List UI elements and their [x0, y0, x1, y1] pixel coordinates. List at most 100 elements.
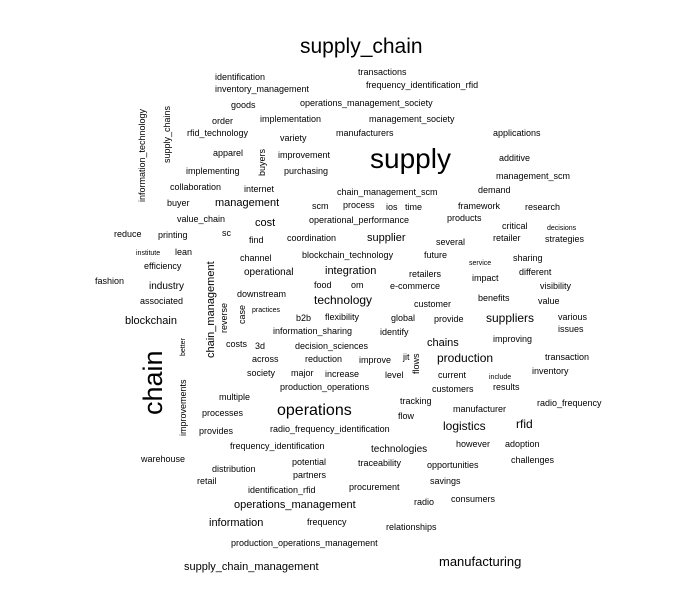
word-information: information [209, 517, 263, 529]
word-current: current [438, 370, 467, 380]
word-research: research [525, 202, 560, 212]
word-processes: processes [202, 408, 244, 418]
word-supply-chains: supply_chains [162, 105, 172, 163]
word-retailers: retailers [409, 269, 442, 279]
word-manufacturer: manufacturer [453, 404, 506, 414]
word-future: future [424, 250, 447, 260]
word-improving: improving [493, 334, 532, 344]
word-inventory-management: inventory_management [215, 84, 310, 94]
word-jit: jit [402, 352, 410, 362]
word-supply-chain-management: supply_chain_management [184, 561, 319, 573]
word-printing: printing [158, 230, 188, 240]
word-variety: variety [280, 133, 307, 143]
word-operations-management-society: operations_management_society [300, 98, 433, 108]
word-manufacturers: manufacturers [336, 128, 394, 138]
word-b2b: b2b [296, 313, 311, 323]
word-transaction: transaction [545, 352, 589, 362]
word-value: value [538, 296, 560, 306]
word-chain-management: chain_management [205, 261, 217, 358]
word-process: process [343, 200, 375, 210]
word-decisions: decisions [547, 225, 577, 232]
word-products: products [447, 213, 482, 223]
word-purchasing: purchasing [284, 166, 328, 176]
word-operational-performance: operational_performance [309, 215, 409, 225]
word-chains: chains [427, 337, 459, 349]
word-3d: 3d [255, 341, 265, 351]
word-chain: chain [138, 350, 168, 415]
word-increase: increase [325, 369, 359, 379]
word-different: different [519, 267, 552, 277]
word-flexibility: flexibility [325, 312, 360, 322]
word-fashion: fashion [95, 276, 124, 286]
word-production-operations: production_operations [280, 382, 370, 392]
word-manufacturing: manufacturing [439, 554, 521, 569]
word-lean: lean [175, 247, 192, 257]
word-implementing: implementing [186, 166, 240, 176]
word-traceability: traceability [358, 458, 402, 468]
word-identify: identify [380, 327, 409, 337]
word-downstream: downstream [237, 289, 286, 299]
word-major: major [291, 368, 314, 378]
word-information-technology: information_technology [137, 108, 147, 202]
word-management-scm: management_scm [496, 171, 570, 181]
word-time: time [405, 202, 422, 212]
word-identification-rfid: identification_rfid [248, 485, 316, 495]
word-information-sharing: information_sharing [273, 326, 352, 336]
word-radio-frequency: radio_frequency [537, 398, 602, 408]
word-visibility: visibility [540, 281, 572, 291]
word-include: include [489, 374, 511, 381]
word-integration: integration [325, 265, 376, 277]
word-production: production [437, 351, 493, 365]
word-improvement: improvement [278, 150, 331, 160]
word-logistics: logistics [443, 419, 486, 433]
word-costs: costs [226, 339, 248, 349]
word-blockchain: blockchain [125, 315, 177, 327]
word-demand: demand [478, 185, 511, 195]
word-industry: industry [149, 281, 184, 292]
word-strategies: strategies [545, 234, 585, 244]
word-improvements: improvements [178, 379, 188, 436]
word-potential: potential [292, 457, 326, 467]
word-coordination: coordination [287, 233, 336, 243]
word-impact: impact [472, 273, 499, 283]
word-however: however [456, 439, 490, 449]
word-reduce: reduce [114, 229, 142, 239]
word-internet: internet [244, 184, 275, 194]
word-channel: channel [240, 253, 272, 263]
word-transactions: transactions [358, 67, 407, 77]
word-case: case [237, 305, 247, 324]
word-radio: radio [414, 497, 434, 507]
word-practices: practices [252, 307, 281, 314]
word-efficiency: efficiency [144, 261, 182, 271]
word-blockchain-technology: blockchain_technology [302, 250, 394, 260]
word-e-commerce: e-commerce [390, 281, 440, 291]
word-rfid-technology: rfid_technology [187, 128, 249, 138]
word-tracking: tracking [400, 396, 432, 406]
word-buyers: buyers [257, 148, 267, 176]
word-customer: customer [414, 299, 451, 309]
word-food: food [314, 280, 332, 290]
word-warehouse: warehouse [140, 454, 185, 464]
word-reduction: reduction [305, 354, 342, 364]
word-decision-sciences: decision_sciences [295, 341, 369, 351]
word-radio-frequency-identification: radio_frequency_identification [270, 424, 390, 434]
word-framework: framework [458, 201, 501, 211]
word-multiple: multiple [219, 392, 250, 402]
word-partners: partners [293, 470, 327, 480]
word-sc: sc [222, 228, 232, 238]
word-operations: operations [277, 402, 352, 419]
word-collaboration: collaboration [170, 182, 221, 192]
word-provide: provide [434, 314, 464, 324]
word-frequency-identification-rfid: frequency_identification_rfid [366, 80, 478, 90]
word-apparel: apparel [213, 148, 243, 158]
word-supply-chain: supply_chain [300, 35, 423, 58]
word-value-chain: value_chain [177, 214, 225, 224]
word-results: results [493, 382, 520, 392]
word-sharing: sharing [513, 253, 543, 263]
word-associated: associated [140, 296, 183, 306]
word-several: several [436, 237, 465, 247]
word-goods: goods [231, 100, 256, 110]
word-supply: supply [370, 143, 451, 174]
word-procurement: procurement [349, 482, 400, 492]
